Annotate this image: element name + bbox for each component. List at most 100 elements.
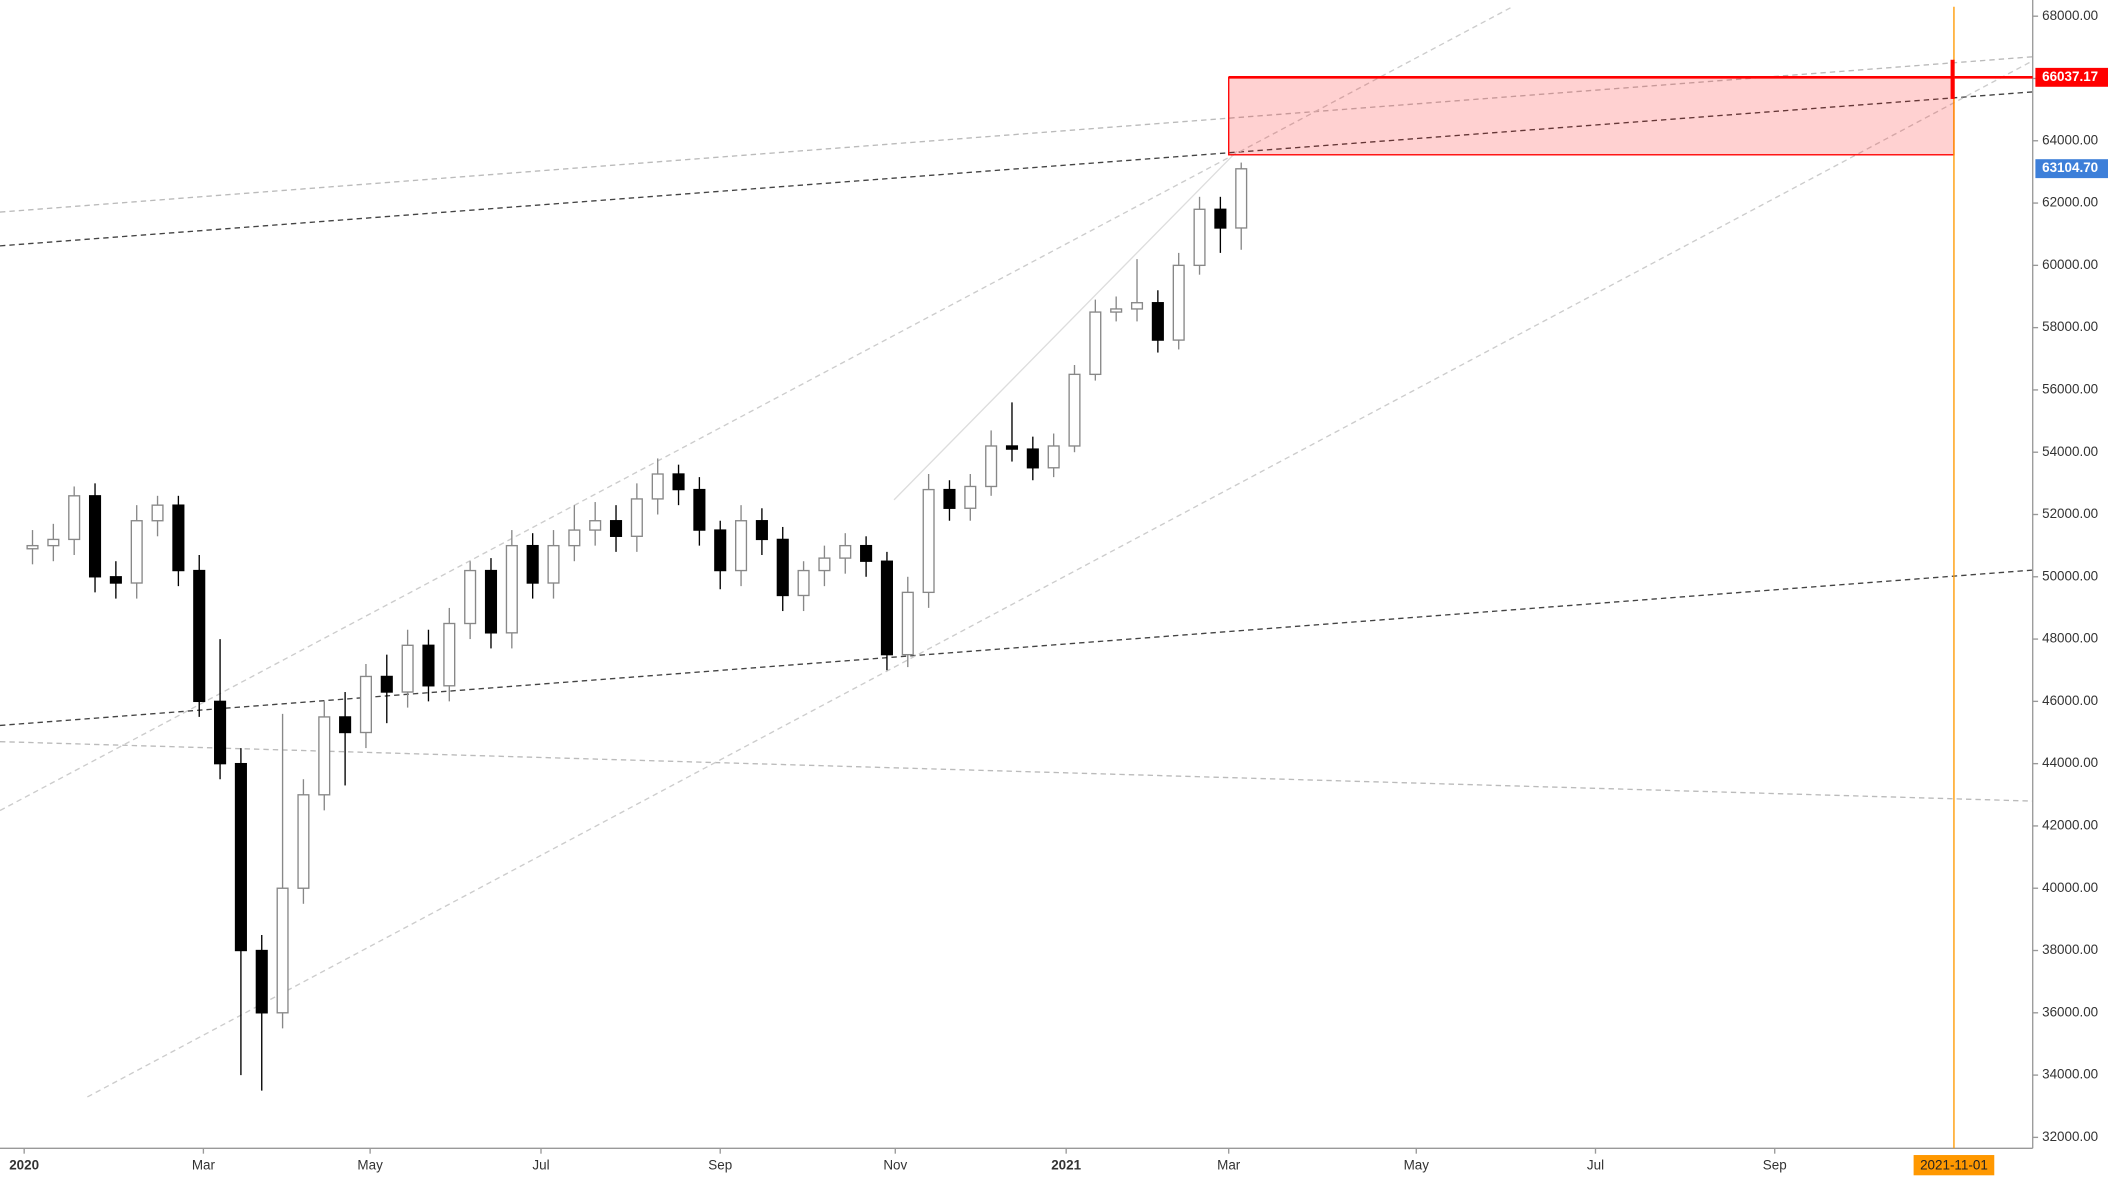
y-tick-label: 60000.00	[2042, 257, 2098, 272]
candle-body	[1235, 168, 1248, 229]
candle	[1172, 252, 1185, 350]
candle-body	[568, 529, 581, 547]
price-tag	[2035, 159, 2108, 179]
candle	[380, 654, 393, 724]
candle-body	[964, 485, 977, 509]
y-tick-label: 56000.00	[2042, 381, 2098, 396]
x-tick-label: Jul	[1587, 1157, 1604, 1172]
candle-body	[26, 544, 39, 550]
y-tick-label: 36000.00	[2042, 1004, 2098, 1019]
candle	[672, 464, 685, 506]
candle-body	[922, 488, 935, 594]
candle	[172, 495, 185, 587]
candle-body	[151, 504, 164, 522]
candle-body	[672, 473, 685, 491]
trend-line	[0, 56, 2033, 213]
candle	[860, 536, 873, 577]
candle	[318, 701, 331, 811]
trend-line	[0, 91, 2033, 247]
candle-body	[1089, 311, 1102, 376]
trend-line	[0, 6, 1513, 812]
candle	[1047, 433, 1060, 478]
candle	[505, 530, 518, 649]
candle	[234, 748, 247, 1076]
candle	[1089, 299, 1102, 381]
candle	[589, 502, 602, 546]
candle	[401, 629, 414, 708]
candle-body	[589, 520, 602, 531]
y-tick-label: 38000.00	[2042, 942, 2098, 957]
candle-body	[484, 569, 498, 634]
candle	[1214, 196, 1227, 253]
candle	[922, 474, 935, 608]
candle	[297, 779, 310, 904]
y-tick-label: 46000.00	[2042, 693, 2098, 708]
candle	[964, 474, 977, 521]
candle	[547, 530, 560, 599]
candle	[214, 639, 227, 780]
candle-body	[1068, 373, 1081, 447]
candle-body	[276, 887, 289, 1014]
x-tick-label: May	[1404, 1157, 1430, 1172]
candle	[464, 561, 477, 640]
y-tick-label: 58000.00	[2042, 319, 2098, 334]
x-tick-label: Sep	[1763, 1157, 1787, 1172]
candle-body	[1005, 445, 1019, 450]
candle-body	[651, 473, 664, 500]
candle	[359, 663, 372, 749]
trend-line	[893, 150, 1238, 501]
candle-body	[464, 569, 477, 625]
price-tag-label: 66037.17	[2042, 69, 2098, 84]
candle	[839, 533, 852, 574]
candle-body	[797, 569, 810, 597]
candle	[109, 561, 122, 599]
candle-body	[526, 544, 539, 584]
candle-body	[839, 544, 852, 559]
trend-line	[87, 60, 2034, 1098]
candle-body	[109, 576, 122, 584]
candle-body	[1026, 448, 1039, 469]
candle-body	[297, 794, 310, 889]
y-tick-label: 64000.00	[2042, 132, 2098, 147]
candle	[568, 505, 581, 562]
y-tick-label: 50000.00	[2042, 568, 2098, 583]
candle	[630, 483, 643, 552]
candle	[26, 530, 39, 565]
candle	[68, 486, 81, 555]
candle	[755, 508, 768, 555]
date-tag	[1913, 1155, 1995, 1176]
candle-body	[860, 544, 873, 562]
candle-body	[505, 544, 518, 634]
candle	[651, 458, 664, 515]
candle-body	[422, 644, 435, 687]
drawings	[0, 6, 2034, 1098]
candle-body	[776, 538, 789, 597]
candle	[484, 558, 498, 649]
candle	[818, 545, 831, 587]
candle-body	[1047, 445, 1060, 469]
candle	[1110, 296, 1123, 322]
candle	[130, 505, 143, 599]
candle-body	[901, 591, 914, 656]
candle-body	[214, 700, 227, 765]
candle	[443, 607, 456, 702]
candle-body	[318, 716, 331, 796]
candle-body	[193, 569, 206, 703]
candle	[693, 477, 706, 546]
candle-body	[714, 529, 727, 572]
candle	[1068, 365, 1081, 453]
candle	[1130, 259, 1144, 322]
x-tick-label: Mar	[1217, 1157, 1241, 1172]
candle-body	[401, 644, 414, 693]
y-tick-label: 52000.00	[2042, 506, 2098, 521]
candle-body	[172, 504, 185, 572]
x-tick-label: Sep	[708, 1157, 732, 1172]
candle-body	[630, 498, 643, 537]
candle	[1235, 162, 1248, 250]
candle-body	[818, 557, 831, 572]
y-tick-label: 34000.00	[2042, 1067, 2098, 1082]
y-tick-label: 48000.00	[2042, 631, 2098, 646]
candle-body	[755, 520, 768, 541]
price-tag-label: 63104.70	[2042, 160, 2098, 175]
candle	[526, 533, 539, 599]
